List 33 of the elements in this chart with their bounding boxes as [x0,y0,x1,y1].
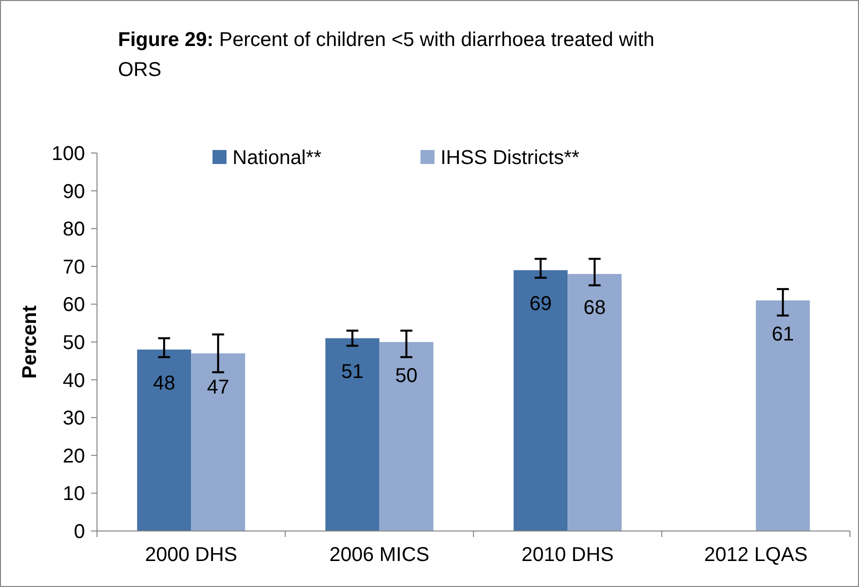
y-tick-label: 30 [62,408,85,430]
data-label: 47 [207,376,230,398]
bar [514,270,568,531]
y-tick-label: 100 [52,143,85,165]
y-axis-title: Percent [19,304,41,379]
y-tick-label: 80 [62,218,85,241]
x-tick-label: 2006 MICS [329,544,430,566]
bar [191,353,246,531]
bar [325,338,380,531]
y-tick-label: 10 [62,483,85,506]
y-tick-label: 60 [62,294,85,316]
bar [568,274,622,531]
bar [379,342,434,531]
bar [137,350,192,531]
y-tick-label: 70 [62,256,85,278]
y-tick-label: 90 [62,180,85,203]
data-label: 68 [584,296,606,319]
x-tick-label: 2000 DHS [144,544,238,566]
y-tick-label: 40 [62,370,85,392]
data-label: 61 [772,323,794,346]
y-tick-label: 50 [62,332,85,354]
y-tick-label: 20 [62,445,85,468]
bar [756,300,810,531]
x-tick-label: 2012 LQAS [704,544,808,566]
x-tick-label: 2010 DHS [521,544,614,566]
legend-label: IHSS Districts** [440,147,580,169]
data-label: 48 [153,372,176,395]
data-label: 50 [395,365,418,387]
chart-title: Figure 29: Percent of children <5 with diarrhoea treated with ORS [118,29,654,81]
data-label: 51 [341,361,364,384]
y-tick-label: 0 [74,521,85,543]
legend-label: National** [232,147,322,169]
data-label: 69 [530,293,552,316]
